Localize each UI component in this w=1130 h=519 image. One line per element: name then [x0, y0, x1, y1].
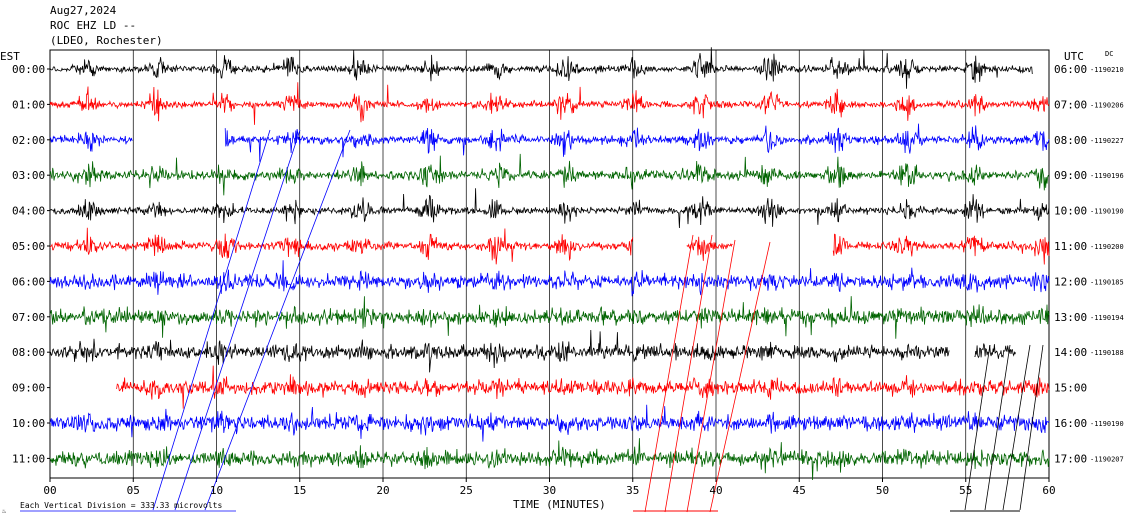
slant-line-3: [644, 234, 694, 513]
dc-offset-10: -1190190: [1090, 420, 1124, 428]
utc-label-1100: 11:00: [1054, 240, 1087, 253]
x-tick-label-30: 30: [543, 484, 556, 497]
x-tick-label-40: 40: [709, 484, 722, 497]
est-label-0100: 01:00: [12, 98, 45, 111]
x-tick-label-45: 45: [793, 484, 806, 497]
est-label-0400: 04:00: [12, 205, 45, 218]
est-label-0800: 08:00: [12, 346, 45, 359]
est-label-0300: 03:00: [12, 169, 45, 182]
x-tick-label-10: 10: [210, 484, 223, 497]
x-tick-label-50: 50: [876, 484, 889, 497]
est-label-1100: 11:00: [12, 452, 45, 465]
dc-offset-5: -1190200: [1090, 243, 1124, 251]
dc-offset-3: -1190196: [1090, 172, 1124, 180]
utc-label-1500: 15:00: [1054, 382, 1087, 395]
trace-group: [20, 47, 1050, 513]
x-tick-label-05: 05: [127, 484, 140, 497]
x-tick-label-15: 15: [293, 484, 306, 497]
trace-row-0100: [49, 82, 1050, 125]
slant-line-9: [1002, 344, 1031, 511]
x-tick-label-55: 55: [959, 484, 972, 497]
slant-line-1: [174, 129, 301, 511]
scale-note: Each Vertical Division = 333.33 microvol…: [20, 501, 222, 510]
header-network: (LDEO, Rochester): [50, 34, 163, 47]
dc-offset-8: -1190188: [1090, 349, 1124, 357]
trace-row-1000: [49, 404, 1050, 442]
dc-offset-2: -1190227: [1090, 137, 1124, 145]
utc-label-1400: 14:00: [1054, 346, 1087, 359]
left-zone-label: EST: [0, 50, 20, 63]
header-date: Aug27,2024: [50, 4, 117, 17]
trace-row-1100: [49, 438, 1050, 481]
utc-label-0600: 06:00: [1054, 63, 1087, 76]
dc-label: DC: [1105, 50, 1113, 58]
est-label-0900: 09:00: [12, 382, 45, 395]
utc-label-1300: 13:00: [1054, 311, 1087, 324]
trace-row-0000: [49, 47, 1033, 89]
trace-row-0200: [49, 123, 1050, 162]
dc-offset-11: -1190207: [1090, 455, 1124, 463]
slant-line-7: [964, 344, 991, 511]
trace-row-0400: [49, 188, 1050, 229]
logo-mark: ♨: [2, 507, 6, 515]
trace-row-0500: [49, 227, 1050, 265]
trace-row-0900: [116, 365, 1050, 409]
utc-label-0900: 09:00: [1054, 169, 1087, 182]
slant-line-8: [984, 344, 1011, 511]
x-tick-label-35: 35: [626, 484, 639, 497]
slant-line-2: [204, 129, 351, 511]
est-label-0000: 00:00: [12, 63, 45, 76]
x-tick-label-00: 00: [43, 484, 56, 497]
est-label-1000: 10:00: [12, 417, 45, 430]
slant-line-0: [152, 129, 271, 511]
est-label-0200: 02:00: [12, 134, 45, 147]
slant-line-5: [686, 239, 736, 513]
utc-label-1700: 17:00: [1054, 452, 1087, 465]
est-label-0600: 06:00: [12, 275, 45, 288]
header-station: ROC EHZ LD --: [50, 19, 137, 32]
utc-label-1200: 12:00: [1054, 275, 1087, 288]
right-zone-label: UTC: [1064, 50, 1084, 63]
grid-lines: [49, 50, 1050, 482]
est-label-0700: 07:00: [12, 311, 45, 324]
trace-row-0800: [49, 329, 1017, 373]
utc-label-0700: 07:00: [1054, 98, 1087, 111]
x-tick-label-60: 60: [1042, 484, 1055, 497]
trace-row-0300: [49, 153, 1050, 196]
dc-offset-0: -1190210: [1090, 66, 1124, 74]
trace-row-0600: [49, 260, 1050, 297]
dc-offset-4: -1190190: [1090, 208, 1124, 216]
dc-offset-6: -1190185: [1090, 278, 1124, 286]
x-tick-label-20: 20: [376, 484, 389, 497]
utc-label-1600: 16:00: [1054, 417, 1087, 430]
x-tick-label-25: 25: [460, 484, 473, 497]
trace-row-0700: [49, 296, 1050, 339]
dc-offset-1: -1190206: [1090, 101, 1124, 109]
dc-offset-7: -1190194: [1090, 314, 1124, 322]
slant-line-6: [709, 241, 771, 513]
utc-label-1000: 10:00: [1054, 205, 1087, 218]
slant-line-4: [664, 234, 713, 513]
utc-label-0800: 08:00: [1054, 134, 1087, 147]
x-axis-title: TIME (MINUTES): [513, 498, 606, 511]
est-label-0500: 05:00: [12, 240, 45, 253]
slant-line-10: [1019, 344, 1044, 511]
